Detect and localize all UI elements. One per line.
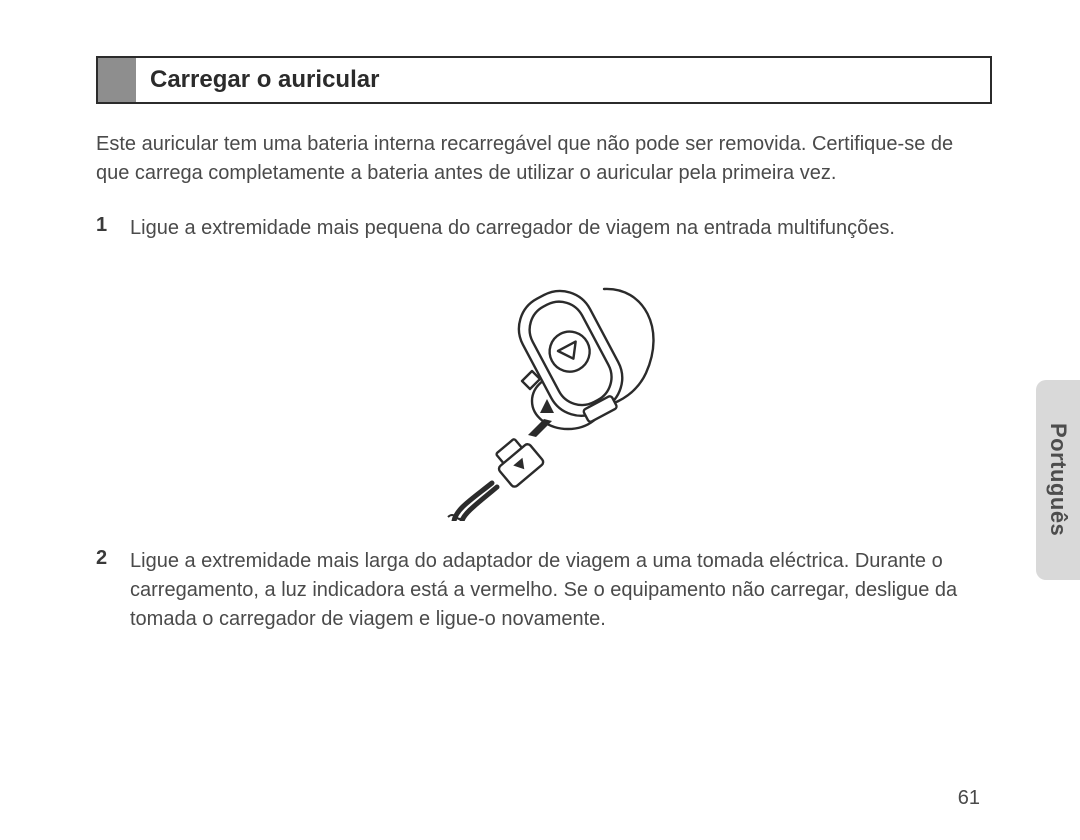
language-side-tab: Português bbox=[1036, 380, 1080, 580]
step-1: 1 Ligue a extremidade mais pequena do ca… bbox=[96, 214, 992, 243]
step-text: Ligue a extremidade mais pequena do carr… bbox=[130, 214, 992, 243]
section-title: Carregar o auricular bbox=[136, 58, 990, 102]
step-number: 1 bbox=[96, 214, 130, 243]
intro-paragraph: Este auricular tem uma bateria interna r… bbox=[96, 130, 992, 188]
step-number: 2 bbox=[96, 547, 130, 634]
page-number: 61 bbox=[958, 787, 980, 810]
heading-accent-block bbox=[98, 58, 136, 102]
figure-headset-charging bbox=[96, 261, 992, 521]
page-content: Carregar o auricular Este auricular tem … bbox=[96, 56, 992, 634]
headset-illustration bbox=[394, 261, 694, 521]
language-label: Português bbox=[1045, 423, 1071, 536]
step-2: 2 Ligue a extremidade mais larga do adap… bbox=[96, 547, 992, 634]
step-text: Ligue a extremidade mais larga do adapta… bbox=[130, 547, 992, 634]
section-heading-bar: Carregar o auricular bbox=[96, 56, 992, 104]
